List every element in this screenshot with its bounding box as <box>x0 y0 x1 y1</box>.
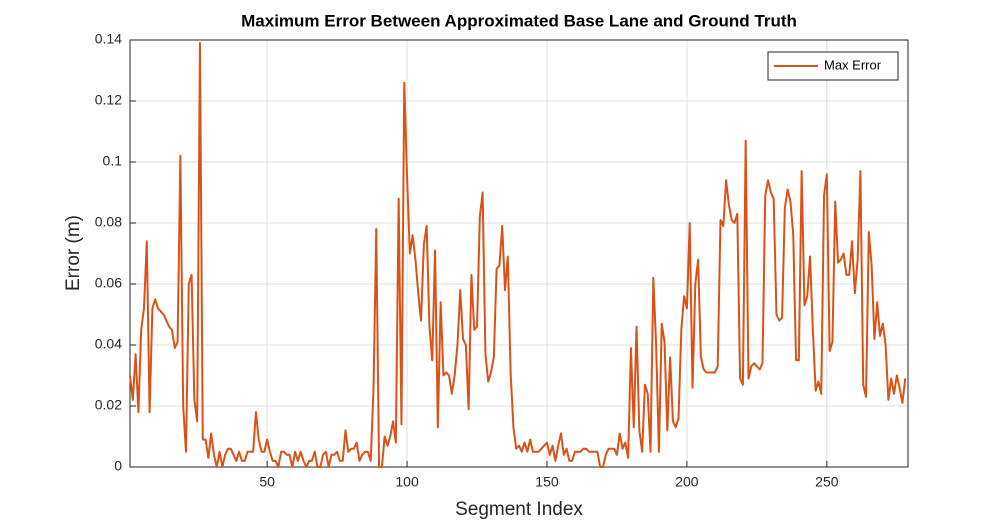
y-tick-label: 0.06 <box>95 275 122 291</box>
x-tick-label: 250 <box>815 474 839 490</box>
y-axis-label: Error (m) <box>63 215 84 291</box>
y-tick-label: 0.02 <box>95 397 122 413</box>
y-tick-label: 0.12 <box>95 92 122 108</box>
x-axis-label: Segment Index <box>455 499 583 520</box>
x-tick-label: 50 <box>259 474 275 490</box>
y-tick-label: 0.08 <box>95 214 122 230</box>
data-line <box>129 42 907 468</box>
plot-frame <box>129 39 909 468</box>
y-tick-label: 0 <box>114 458 122 474</box>
x-tick-label: 200 <box>675 474 699 490</box>
legend-label: Max Error <box>824 57 882 72</box>
x-tick-label: 150 <box>535 474 559 490</box>
y-tick-label: 0.04 <box>95 336 122 352</box>
y-tick-label: 0.1 <box>103 153 123 169</box>
x-tick-label: 100 <box>395 474 419 490</box>
chart-title: Maximum Error Between Approximated Base … <box>241 11 797 30</box>
y-tick-label: 0.14 <box>95 31 122 47</box>
